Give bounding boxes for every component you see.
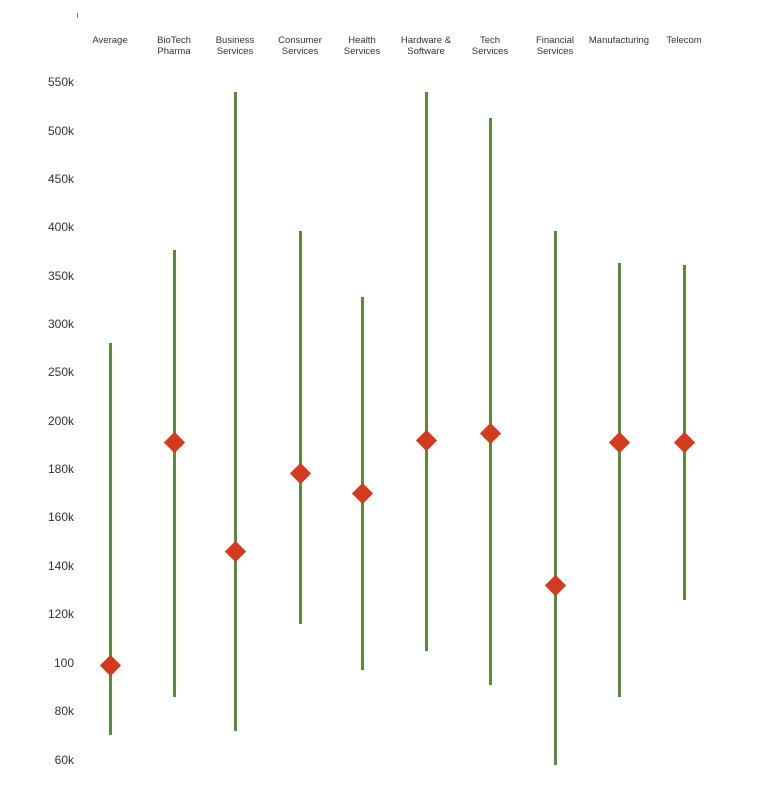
category-label: Manufacturing bbox=[579, 35, 659, 46]
category-label-line: Services bbox=[343, 46, 381, 57]
category-label: Telecom bbox=[644, 35, 724, 46]
category-label-line: Financial bbox=[535, 35, 575, 46]
median-diamond-marker bbox=[415, 429, 437, 451]
range-line bbox=[488, 118, 492, 685]
range-line bbox=[553, 230, 557, 765]
y-tick-label: 200k bbox=[47, 414, 74, 428]
category-label: Average bbox=[70, 35, 150, 46]
category-label: Business Services bbox=[195, 35, 275, 57]
category-label-line: Average bbox=[92, 35, 128, 46]
median-diamond-marker bbox=[479, 422, 501, 444]
median-diamond-marker bbox=[673, 431, 695, 454]
range-line bbox=[617, 263, 621, 697]
category-label: BioTech Pharma bbox=[134, 35, 214, 57]
y-tick-label: 300k bbox=[47, 317, 74, 331]
category-label-line: Hardware & bbox=[400, 35, 452, 46]
category-label-line: Manufacturing bbox=[588, 35, 650, 46]
y-tick-label: 250k bbox=[47, 365, 74, 379]
median-diamond-marker bbox=[608, 431, 630, 454]
range-line bbox=[172, 249, 176, 697]
category-label-line: Software bbox=[407, 46, 445, 57]
category-label: Health Services bbox=[322, 35, 402, 57]
y-tick-label: 550k bbox=[47, 75, 74, 89]
range-line bbox=[233, 91, 237, 731]
category-label-line: Health bbox=[348, 35, 376, 46]
range-line bbox=[108, 343, 112, 736]
y-tick-label: 160k bbox=[47, 510, 74, 524]
category-label-line: Consumer bbox=[278, 35, 322, 46]
median-diamond-marker bbox=[289, 463, 311, 485]
category-label-line: Services bbox=[471, 46, 509, 57]
category-label: Tech Services bbox=[450, 35, 530, 57]
median-diamond-marker bbox=[544, 574, 566, 596]
category-label-line: BioTech bbox=[157, 35, 191, 46]
median-diamond-marker bbox=[99, 654, 121, 676]
y-tick-label: 120k bbox=[47, 607, 74, 621]
category-label-line: Services bbox=[216, 46, 254, 57]
y-tick-label: 60k bbox=[54, 753, 74, 767]
y-tick-label: 80k bbox=[54, 704, 74, 718]
median-diamond-marker bbox=[351, 482, 373, 504]
median-diamond-marker bbox=[224, 540, 246, 562]
y-tick-label: 450k bbox=[47, 172, 74, 186]
range-line bbox=[298, 230, 302, 624]
median-diamond-marker bbox=[163, 431, 185, 454]
y-tick-label: 180k bbox=[47, 462, 74, 476]
y-tick-label: 350k bbox=[47, 269, 74, 283]
category-label-line: Business bbox=[215, 35, 255, 46]
category-label: Financial Services bbox=[515, 35, 595, 57]
category-label-line: Services bbox=[536, 46, 574, 57]
y-tick-label: 140k bbox=[47, 559, 74, 573]
category-label-line: Services bbox=[281, 46, 319, 57]
y-tick-label: 400k bbox=[47, 220, 74, 234]
category-label-line: Tech bbox=[479, 35, 501, 46]
category-label: Consumer Services bbox=[260, 35, 340, 57]
y-tick-label: 100 bbox=[53, 656, 74, 670]
category-label-line: Pharma bbox=[157, 46, 191, 57]
range-line bbox=[424, 91, 428, 651]
corner-tick-mark bbox=[77, 13, 78, 18]
y-tick-label: 500k bbox=[47, 124, 74, 138]
category-label-line: Telecom bbox=[666, 35, 702, 46]
category-label: Hardware & Software bbox=[386, 35, 466, 57]
